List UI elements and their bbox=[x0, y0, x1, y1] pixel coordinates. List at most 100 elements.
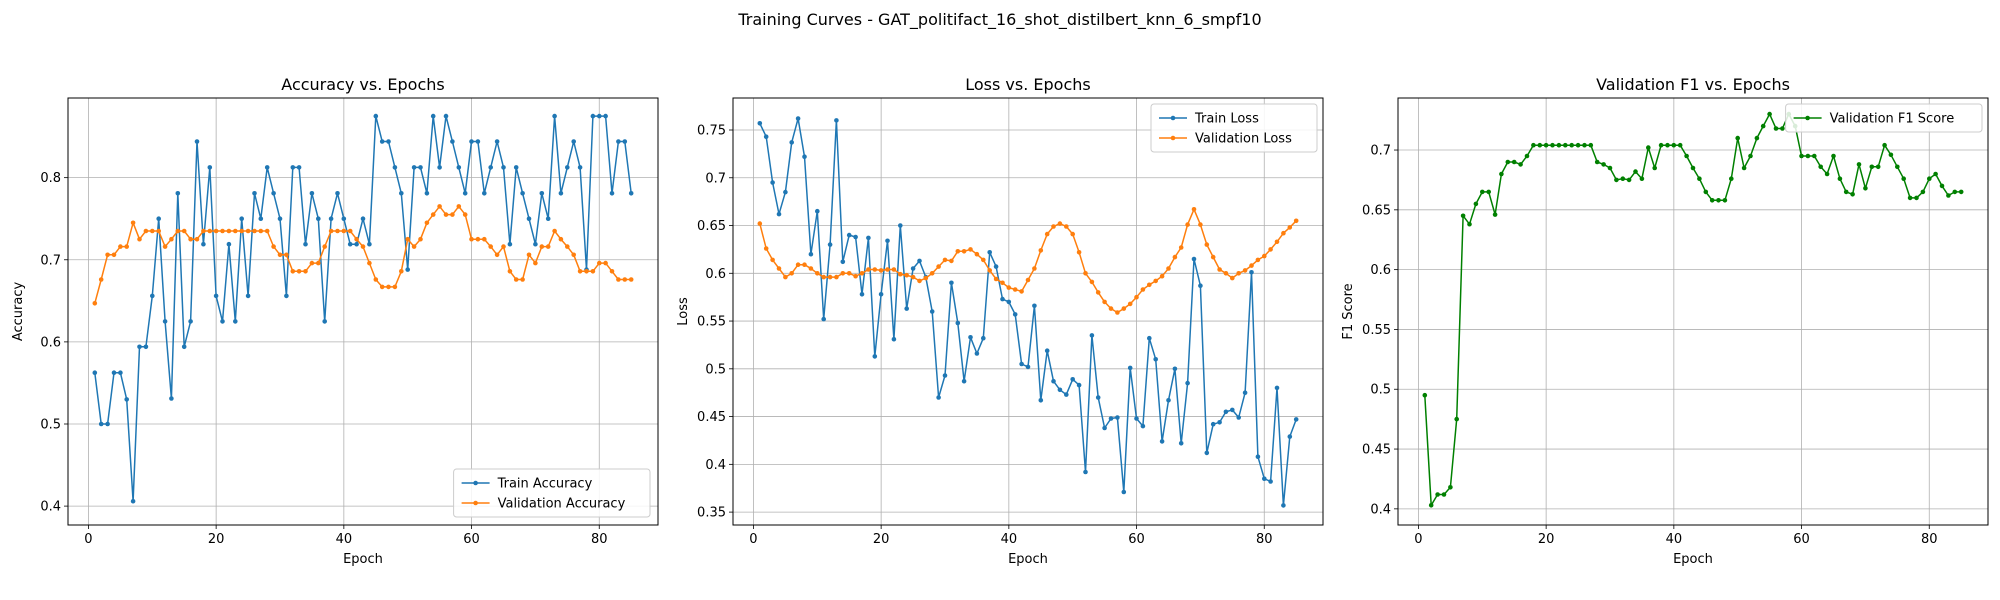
data-point bbox=[1933, 171, 1938, 177]
data-point bbox=[1242, 390, 1248, 396]
legend-swatch-marker bbox=[1170, 135, 1176, 141]
data-point bbox=[1882, 142, 1887, 148]
data-point bbox=[194, 139, 200, 144]
x-tick-label: 40 bbox=[1666, 532, 1683, 547]
data-point bbox=[482, 236, 487, 242]
data-point bbox=[137, 236, 142, 242]
data-point bbox=[1556, 142, 1562, 148]
data-point bbox=[220, 319, 225, 324]
data-point bbox=[1658, 142, 1664, 148]
data-point bbox=[488, 244, 494, 249]
data-point bbox=[872, 267, 878, 272]
data-point bbox=[1159, 439, 1165, 444]
data-point bbox=[341, 216, 347, 221]
data-point bbox=[1076, 382, 1082, 388]
data-point bbox=[802, 262, 807, 268]
data-point bbox=[1019, 289, 1024, 294]
data-point bbox=[1159, 273, 1165, 279]
x-tick-label: 80 bbox=[1256, 532, 1273, 547]
data-point bbox=[565, 165, 570, 170]
data-point bbox=[834, 118, 839, 123]
data-point bbox=[284, 252, 289, 258]
data-point bbox=[846, 271, 852, 276]
data-point bbox=[303, 241, 308, 247]
data-point bbox=[1185, 380, 1190, 386]
data-point bbox=[1153, 278, 1158, 284]
data-point bbox=[1108, 306, 1114, 311]
data-point bbox=[354, 241, 359, 247]
data-point bbox=[795, 262, 801, 268]
data-point bbox=[462, 212, 468, 217]
data-point bbox=[1467, 221, 1472, 227]
data-point bbox=[795, 116, 801, 121]
data-point bbox=[1032, 266, 1037, 271]
data-point bbox=[92, 370, 98, 376]
data-point bbox=[789, 140, 794, 145]
data-point bbox=[1780, 126, 1785, 131]
data-point bbox=[1236, 271, 1241, 276]
data-point bbox=[1760, 123, 1766, 129]
data-point bbox=[1019, 361, 1024, 367]
data-point bbox=[367, 260, 372, 266]
data-point bbox=[815, 208, 820, 214]
data-point bbox=[1486, 189, 1491, 195]
data-point bbox=[1153, 357, 1158, 362]
y-tick-label: 0.7 bbox=[705, 171, 726, 186]
x-tick-label: 60 bbox=[1128, 532, 1145, 547]
data-point bbox=[143, 228, 149, 234]
data-point bbox=[1684, 153, 1689, 159]
data-point bbox=[1230, 407, 1235, 413]
data-point bbox=[1089, 333, 1095, 338]
data-point bbox=[1863, 186, 1868, 191]
data-point bbox=[1428, 503, 1434, 508]
y-tick-label: 0.7 bbox=[1370, 144, 1391, 159]
data-point bbox=[469, 139, 474, 144]
chart-title: Loss vs. Epochs bbox=[965, 75, 1090, 94]
data-point bbox=[111, 370, 117, 376]
data-point bbox=[188, 319, 193, 324]
data-point bbox=[891, 267, 897, 272]
data-point bbox=[1594, 159, 1600, 165]
legend-box bbox=[453, 468, 651, 518]
data-point bbox=[783, 189, 788, 195]
data-point bbox=[571, 252, 576, 258]
data-point bbox=[1697, 176, 1702, 181]
data-point bbox=[399, 191, 404, 196]
data-point bbox=[763, 134, 769, 139]
data-point bbox=[1293, 218, 1299, 224]
data-point bbox=[513, 165, 519, 170]
data-point bbox=[1690, 165, 1696, 171]
data-point bbox=[1134, 294, 1139, 300]
data-point bbox=[1722, 198, 1728, 203]
data-point bbox=[245, 228, 251, 234]
y-axis-label: F1 Score bbox=[1341, 283, 1356, 339]
x-tick-label: 0 bbox=[84, 532, 92, 547]
data-point bbox=[1563, 142, 1568, 148]
data-point bbox=[1198, 283, 1203, 289]
data-point bbox=[1178, 245, 1184, 250]
data-point bbox=[335, 228, 340, 234]
data-point bbox=[507, 241, 513, 247]
data-point bbox=[1927, 176, 1932, 181]
data-point bbox=[386, 139, 391, 144]
data-point bbox=[789, 271, 794, 276]
data-point bbox=[1210, 254, 1216, 260]
data-point bbox=[1709, 198, 1715, 203]
data-point bbox=[462, 191, 468, 196]
data-point bbox=[1242, 268, 1248, 273]
data-point bbox=[622, 277, 628, 282]
data-point bbox=[379, 139, 385, 144]
data-point bbox=[443, 212, 449, 217]
data-point bbox=[968, 335, 973, 340]
data-point bbox=[558, 236, 564, 242]
data-point bbox=[1920, 189, 1926, 195]
data-point bbox=[1095, 290, 1101, 295]
data-point bbox=[1262, 253, 1267, 259]
data-point bbox=[1127, 301, 1133, 307]
data-point bbox=[252, 228, 257, 234]
data-point bbox=[853, 273, 858, 279]
data-point bbox=[156, 228, 161, 234]
data-point bbox=[1172, 366, 1178, 372]
data-point bbox=[1249, 263, 1254, 268]
data-point bbox=[923, 275, 929, 281]
